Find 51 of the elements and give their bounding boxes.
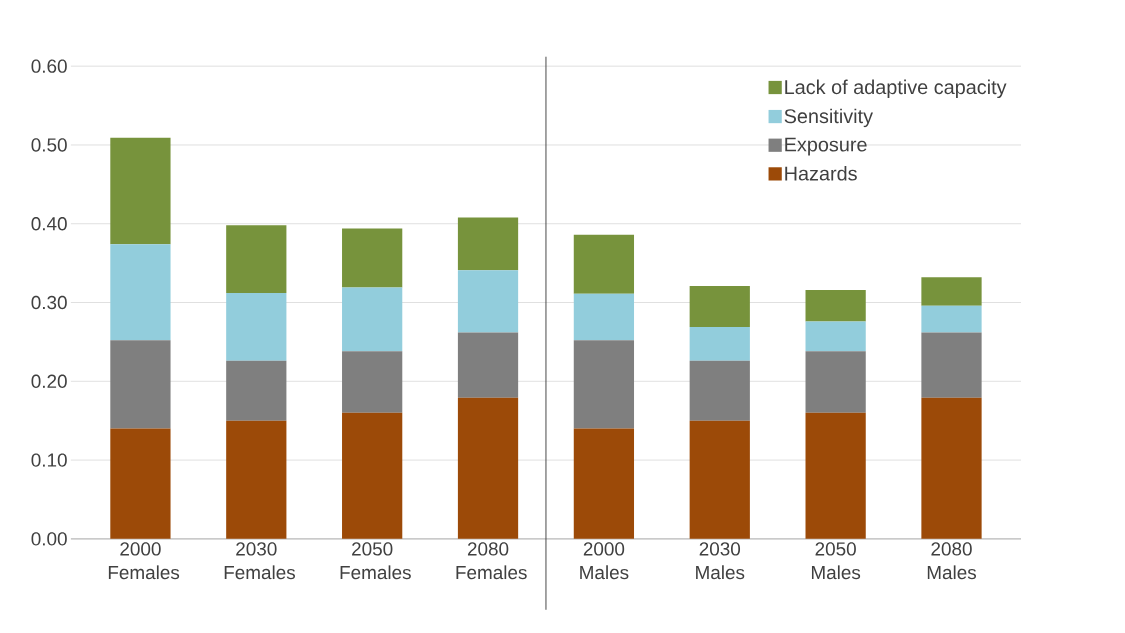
x-tick-label: 2080 Females bbox=[456, 542, 527, 580]
bar bbox=[110, 137, 171, 245]
x-tick-label: 2000 Males bbox=[580, 542, 629, 580]
bar bbox=[226, 292, 287, 361]
bar bbox=[689, 326, 750, 361]
bar bbox=[457, 270, 519, 333]
y-tick-label: 0.40 bbox=[31, 216, 67, 231]
bar bbox=[110, 428, 171, 539]
bar bbox=[805, 321, 866, 352]
bar bbox=[342, 412, 403, 539]
bar bbox=[457, 217, 519, 271]
y-tick-label: 0.10 bbox=[31, 453, 67, 467]
x-tick-label: 2050 Females bbox=[340, 542, 411, 580]
bar bbox=[689, 285, 750, 327]
bar bbox=[921, 332, 982, 398]
bar bbox=[805, 351, 866, 413]
bar bbox=[805, 289, 866, 322]
bar bbox=[226, 225, 287, 293]
bar bbox=[805, 412, 866, 539]
bar bbox=[921, 305, 982, 333]
bar bbox=[921, 397, 982, 539]
bar bbox=[573, 340, 635, 429]
bar bbox=[342, 287, 403, 352]
legend-label: Lack of adaptive capacity bbox=[785, 79, 1007, 98]
bar bbox=[342, 351, 403, 413]
x-tick-label: 2030 Males bbox=[696, 542, 745, 580]
legend-label: Hazards bbox=[785, 165, 857, 181]
bar bbox=[110, 340, 171, 429]
bar bbox=[342, 228, 403, 288]
x-tick-label: 2050 Males bbox=[811, 542, 861, 580]
x-tick-label: 2000 Females bbox=[108, 542, 180, 580]
bar bbox=[110, 244, 171, 341]
y-tick-label: 0.30 bbox=[31, 295, 67, 310]
y-tick-label: 0.50 bbox=[31, 138, 67, 152]
bar bbox=[689, 420, 750, 539]
bar bbox=[226, 420, 287, 539]
bar bbox=[573, 234, 635, 294]
bar bbox=[457, 332, 519, 398]
y-tick-label: 0.20 bbox=[31, 374, 67, 388]
bar bbox=[573, 293, 635, 341]
legend-label: Sensitivity bbox=[784, 108, 873, 127]
y-tick-label: 0.60 bbox=[31, 59, 67, 73]
bar bbox=[573, 428, 635, 539]
legend-label: Exposure bbox=[785, 137, 867, 156]
bar bbox=[921, 277, 982, 306]
x-tick-label: 2030 Females bbox=[224, 542, 295, 580]
bar bbox=[226, 360, 287, 421]
bar bbox=[457, 397, 519, 539]
y-tick-label: 0.00 bbox=[31, 531, 67, 546]
x-tick-label: 2080 Males bbox=[927, 542, 977, 580]
bar bbox=[689, 360, 750, 421]
